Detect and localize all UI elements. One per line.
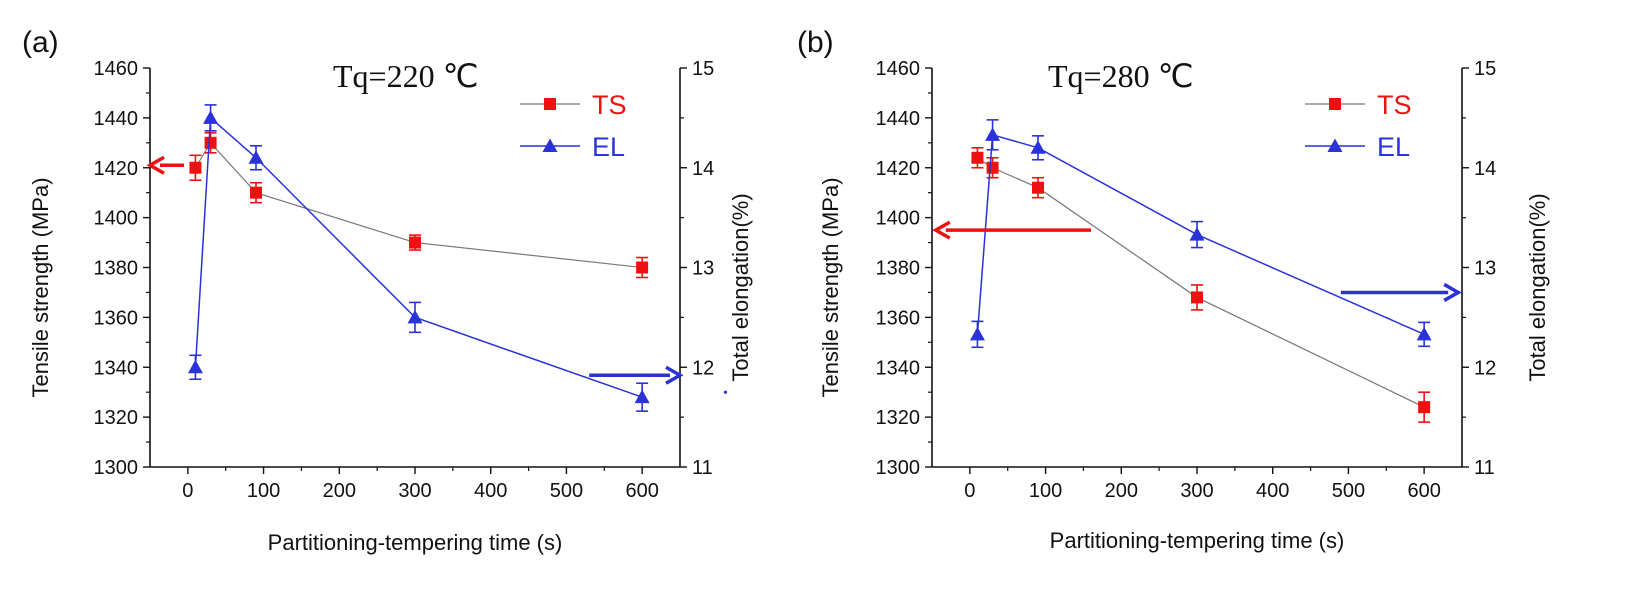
quench-temperature-annotation: Tq=220 ℃ (333, 58, 479, 94)
legend-el-label: EL (1377, 132, 1410, 162)
y-tick-label: 1320 (876, 407, 921, 429)
y-tick-label: 1420 (876, 158, 921, 180)
ts-data-point (250, 186, 262, 199)
y-tick-label: 1300 (876, 457, 921, 479)
panel-label: (b) (797, 26, 834, 59)
el-data-point (187, 359, 203, 374)
y-tick-label: 1300 (94, 457, 139, 479)
el-arrow-head (1443, 282, 1462, 302)
y-tick-label: 1380 (876, 258, 921, 280)
y2-axis-title: Total elongation(%) (1525, 193, 1550, 381)
y2-tick-label: 14 (692, 158, 714, 180)
y-tick-label: 1440 (94, 108, 139, 130)
y-axis-title: Tensile strength (MPa) (818, 177, 843, 397)
y2-tick-label: 15 (1474, 58, 1496, 80)
stray-dot (723, 390, 728, 394)
y-tick-label: 1440 (876, 108, 921, 130)
legend-ts-label: TS (1377, 90, 1412, 120)
y2-tick-label: 15 (692, 58, 714, 80)
x-tick-label: 300 (398, 480, 431, 502)
el-arrow-head (665, 365, 684, 385)
y-tick-label: 1380 (94, 258, 139, 280)
el-data-point (1189, 227, 1205, 241)
ts-series-line (977, 157, 1425, 408)
legend-el-marker (1327, 138, 1343, 152)
el-data-point (248, 150, 264, 164)
x-tick-label: 0 (964, 480, 975, 502)
ts-data-point (204, 136, 217, 149)
y-tick-label: 1460 (94, 58, 139, 80)
x-tick-label: 600 (625, 480, 658, 502)
el-data-point (985, 127, 1001, 141)
ts-series-line (194, 141, 643, 269)
x-axis-title: Partitioning-tempering time (s) (268, 530, 563, 555)
quench-temperature-annotation: Tq=280 ℃ (1048, 58, 1194, 94)
x-tick-label: 200 (1105, 480, 1138, 502)
y-tick-label: 1340 (876, 357, 921, 379)
el-data-point (1416, 326, 1432, 341)
el-series-line (194, 116, 643, 398)
ts-arrow-head (146, 155, 165, 175)
ts-data-point (1191, 291, 1203, 304)
y2-tick-label: 13 (1474, 258, 1496, 280)
panel-b: 1300 1320 1340 1360 1380 1400 1420 1440 1460 11 12… (797, 26, 1550, 553)
x-tick-label: 0 (182, 480, 193, 502)
ts-data-point (636, 261, 649, 274)
y2-tick-label: 13 (692, 258, 714, 280)
legend-el-label: EL (592, 132, 625, 162)
y-tick-label: 1360 (876, 307, 921, 329)
el-data-point (969, 326, 985, 341)
y2-tick-label: 12 (1474, 357, 1496, 379)
y2-tick-label: 11 (1474, 457, 1495, 479)
y-tick-label: 1360 (94, 307, 139, 329)
legend-ts-label: TS (592, 90, 627, 120)
y2-axis-title: Total elongation(%) (728, 193, 753, 381)
y2-tick-label: 11 (692, 457, 713, 479)
x-tick-label: 500 (550, 480, 583, 502)
ts-data-point (189, 161, 202, 174)
y-tick-label: 1340 (94, 357, 139, 379)
ts-data-point (971, 151, 984, 164)
x-tick-label: 200 (323, 480, 356, 502)
ts-data-point (409, 236, 421, 249)
legend-ts-marker (544, 98, 556, 110)
legend-el-marker (542, 138, 558, 152)
legend-ts-marker (1329, 98, 1341, 110)
ts-data-point (1418, 401, 1431, 414)
ts-arrow-head (932, 220, 951, 240)
x-tick-label: 400 (474, 480, 507, 502)
ts-data-point (986, 161, 999, 174)
x-tick-label: 500 (1332, 480, 1365, 502)
x-tick-label: 100 (1029, 480, 1062, 502)
x-tick-label: 600 (1407, 480, 1440, 502)
y-tick-label: 1400 (94, 208, 139, 230)
x-axis-title: Partitioning-tempering time (s) (1050, 528, 1345, 553)
x-tick-label: 400 (1256, 480, 1289, 502)
y-tick-label: 1460 (876, 58, 921, 80)
y2-tick-label: 14 (1474, 158, 1496, 180)
y-axis-title: Tensile strength (MPa) (28, 177, 53, 397)
y2-tick-label: 12 (692, 357, 714, 379)
panel-label: (a) (22, 26, 59, 59)
panel-a: 1300 1320 1340 1360 1380 1400 1420 1440 1460 11 12… (22, 26, 753, 555)
ts-data-point (1032, 181, 1044, 194)
x-tick-label: 300 (1180, 480, 1213, 502)
el-data-point (1030, 140, 1046, 154)
y-tick-label: 1320 (94, 407, 139, 429)
y-tick-label: 1400 (876, 208, 921, 230)
el-data-point (407, 309, 423, 324)
y-tick-label: 1420 (94, 158, 139, 180)
x-tick-label: 100 (247, 480, 280, 502)
el-data-point (203, 110, 219, 124)
el-data-point (634, 389, 650, 404)
